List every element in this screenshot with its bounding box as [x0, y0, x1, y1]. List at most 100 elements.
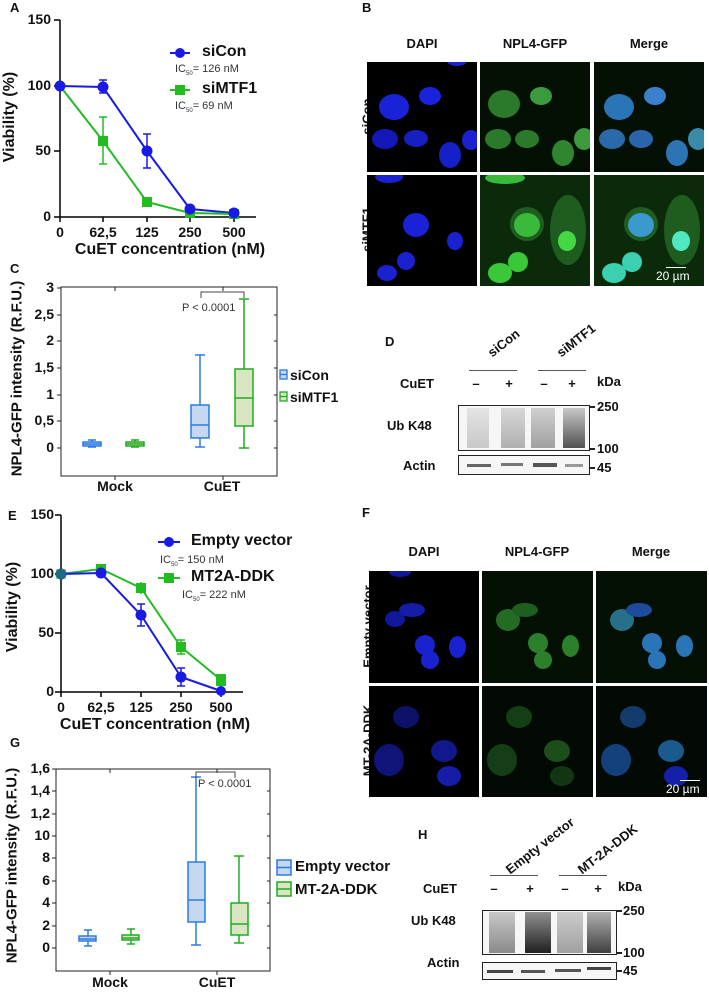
y-tick: 150 — [30, 506, 54, 522]
y-tick: 1,6 — [30, 760, 50, 776]
y-tick: 1,2 — [30, 805, 50, 821]
y-tick: 3 — [46, 279, 54, 295]
y-tick: 2,5 — [34, 306, 54, 322]
ic50-label: IC50= 126 nM — [175, 63, 239, 78]
y-tick: 150 — [27, 11, 51, 27]
marker-45: 45 — [623, 963, 638, 978]
legend-label: siMTF1 — [202, 80, 258, 97]
y-tick: 50 — [38, 624, 54, 640]
x-tick: CuET — [203, 478, 241, 494]
column-header: DAPI — [408, 544, 440, 559]
treatment-label: CuET — [400, 376, 434, 391]
x-tick: 0 — [57, 699, 65, 715]
western-blot-actin — [458, 455, 590, 475]
chart-a — [54, 19, 256, 222]
group-label: siMTF1 — [553, 320, 599, 360]
marker-250: 250 — [623, 903, 645, 918]
western-blot-actin — [482, 962, 617, 980]
marker-250: 250 — [597, 399, 619, 414]
x-axis-title: CuET concentration (nM) — [59, 716, 251, 733]
western-blot-ubk48 — [482, 910, 617, 955]
significance-annotation: P < 0.0001 — [182, 302, 236, 314]
group-label: siCon — [484, 325, 523, 360]
ic50-label: IC50= 222 nM — [182, 589, 246, 604]
lane-sign: – — [472, 376, 480, 391]
legend-label: siCon — [202, 43, 247, 60]
western-blot-ubk48 — [458, 405, 590, 451]
lane-sign: + — [505, 376, 513, 391]
column-header: Merge — [629, 36, 669, 51]
legend-label: siCon — [290, 367, 329, 383]
legend-label: Empty vector — [295, 858, 391, 875]
group-underline — [490, 875, 538, 876]
x-tick: 62,5 — [87, 699, 115, 715]
y-tick: 100 — [30, 565, 54, 581]
panel-label-e: E — [8, 508, 17, 523]
chart-c — [57, 286, 288, 480]
lane-sign: – — [540, 376, 548, 391]
lane-sign: + — [526, 881, 534, 896]
chart-g — [52, 768, 292, 975]
lane-sign: – — [490, 881, 498, 896]
treatment-label: CuET — [423, 881, 457, 896]
group-label: MT-2A-DDK — [574, 821, 641, 877]
marker-45: 45 — [597, 460, 612, 475]
column-header: Merge — [631, 544, 671, 559]
x-tick: CuET — [198, 974, 236, 990]
lane-sign: + — [594, 881, 602, 896]
micrograph-gfp-simtf1 — [480, 175, 590, 286]
x-tick: 500 — [209, 699, 233, 715]
column-header: NPL4-GFP — [504, 544, 570, 559]
y-tick: 4 — [42, 894, 50, 910]
micrograph-dapi-simtf1 — [367, 175, 477, 286]
x-tick: Mock — [92, 974, 128, 990]
y-axis-title: NPL4-GFP intensity (R.F.U.) — [3, 767, 21, 964]
x-tick: Mock — [97, 478, 133, 494]
scale-bar-label: 20 µm — [656, 269, 690, 283]
x-tick: 0 — [56, 224, 64, 240]
y-tick: 0 — [43, 208, 51, 224]
chart-e — [55, 514, 243, 697]
micrograph-dapi-mt2a-ddk — [369, 686, 479, 797]
x-tick: 250 — [169, 699, 193, 715]
micrograph-merge-simtf1: 20 µm — [594, 175, 704, 286]
legend-label: MT-2A-DDK — [295, 881, 378, 898]
group-underline — [538, 370, 586, 371]
ic50-label: IC50= 69 nM — [175, 100, 233, 115]
y-tick: 10 — [34, 827, 50, 843]
unit-label: kDa — [618, 879, 642, 894]
panel-label-a: A — [10, 0, 20, 15]
y-tick: 0 — [46, 683, 54, 699]
x-axis-title: CuET concentration (nM) — [74, 241, 266, 258]
y-tick: 0 — [42, 939, 50, 955]
micrograph-gfp-empty-vector — [482, 571, 593, 683]
significance-annotation: P < 0.0001 — [198, 778, 252, 790]
legend-label: MT2A-DDK — [191, 568, 275, 585]
y-tick: 2 — [46, 332, 54, 348]
x-tick: 500 — [222, 224, 246, 240]
ic50-label: IC50= 150 nM — [160, 554, 224, 569]
panel-label-f: F — [362, 505, 370, 520]
marker-100: 100 — [623, 945, 645, 960]
micrograph-merge-mt2a-ddk: 20 µm — [596, 686, 707, 797]
y-axis-title: Viability (%) — [1, 71, 18, 163]
micrograph-merge-empty-vector — [596, 571, 707, 683]
y-axis-title: NPL4-GFP intensity (R.F.U.) — [8, 280, 26, 477]
legend-label: siMTF1 — [290, 389, 339, 405]
y-tick: 8 — [42, 849, 50, 865]
y-axis-title: Viability (%) — [4, 561, 21, 653]
unit-label: kDa — [597, 374, 621, 389]
scale-bar-label: 20 µm — [666, 782, 700, 796]
blot-label: Actin — [427, 955, 460, 970]
y-tick: 1,5 — [34, 359, 54, 375]
blot-label: Ub K48 — [411, 913, 456, 928]
x-tick: 62,5 — [89, 224, 117, 240]
micrograph-dapi-empty-vector — [369, 571, 479, 683]
micrograph-gfp-mt2a-ddk — [482, 686, 593, 797]
column-header: NPL4-GFP — [502, 36, 568, 51]
panel-label-g: G — [10, 735, 21, 750]
blot-label: Ub K48 — [387, 418, 432, 433]
y-tick: 0 — [46, 439, 54, 455]
panel-label-d: D — [385, 334, 395, 349]
micrograph-dapi-sicon — [367, 62, 477, 172]
